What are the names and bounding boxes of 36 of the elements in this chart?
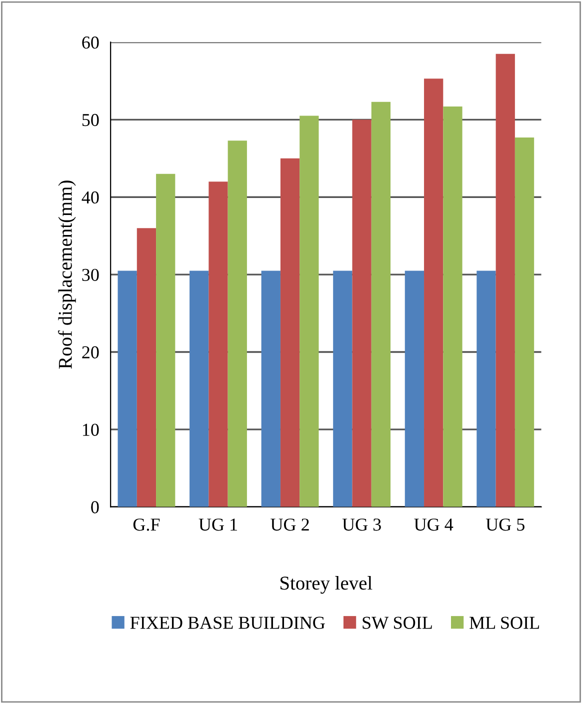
legend-label: ML SOIL <box>470 616 539 629</box>
bar <box>371 102 391 507</box>
y-tick-label: 20 <box>82 346 99 358</box>
y-tick-label: 50 <box>82 114 99 126</box>
legend-label: SW SOIL <box>362 616 432 629</box>
bar <box>476 270 496 507</box>
bar <box>136 228 156 507</box>
bar <box>261 270 280 507</box>
x-tick-label: UG 4 <box>414 518 454 531</box>
bar <box>404 270 424 507</box>
bar <box>333 270 352 507</box>
legend-label: FIXED BASE BUILDING <box>130 616 325 629</box>
x-tick-label: UG 3 <box>342 518 381 531</box>
bar <box>352 120 372 507</box>
x-tick-label: G.F <box>133 518 160 531</box>
y-tick-label: 10 <box>83 424 99 436</box>
y-axis-title: Roof displacement(mm) <box>58 180 76 369</box>
bar <box>300 116 319 507</box>
bar <box>514 137 534 507</box>
bar <box>228 140 247 507</box>
bar <box>156 174 176 507</box>
y-tick-label: 0 <box>91 501 99 514</box>
x-tick-label: UG 2 <box>270 518 309 531</box>
y-tick-label: 30 <box>82 268 99 281</box>
bar <box>118 270 137 507</box>
bar <box>190 270 209 507</box>
x-tick-label: UG 1 <box>198 518 237 531</box>
bar <box>496 54 515 507</box>
bar <box>280 158 300 507</box>
y-tick-label: 40 <box>82 191 99 204</box>
x-axis-title: Storey level <box>280 576 372 594</box>
bar <box>443 106 462 507</box>
y-tick-label: 60 <box>82 36 99 49</box>
x-tick-label: UG 5 <box>486 518 524 531</box>
bar <box>424 78 444 507</box>
bar <box>208 182 228 507</box>
